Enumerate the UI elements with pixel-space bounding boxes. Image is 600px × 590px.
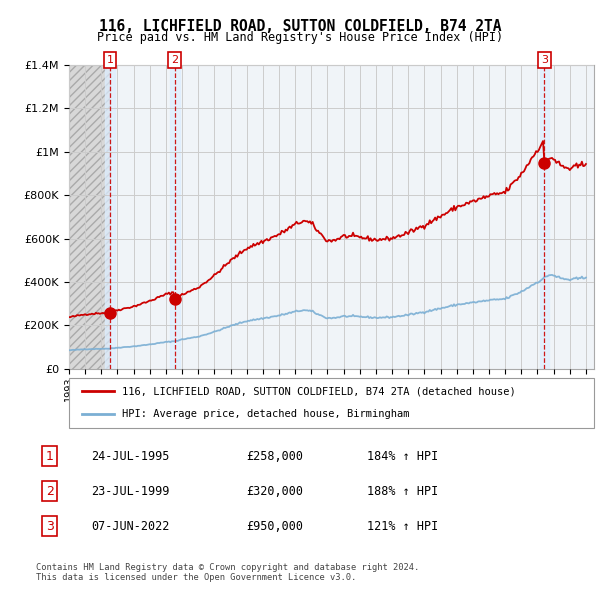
Text: £320,000: £320,000 (246, 484, 303, 498)
Text: 116, LICHFIELD ROAD, SUTTON COLDFIELD, B74 2TA (detached house): 116, LICHFIELD ROAD, SUTTON COLDFIELD, B… (121, 386, 515, 396)
Text: This data is licensed under the Open Government Licence v3.0.: This data is licensed under the Open Gov… (36, 572, 356, 582)
Text: 2: 2 (46, 484, 54, 498)
Bar (106, 65, 115, 369)
Text: Price paid vs. HM Land Registry's House Price Index (HPI): Price paid vs. HM Land Registry's House … (97, 31, 503, 44)
Text: HPI: Average price, detached house, Birmingham: HPI: Average price, detached house, Birm… (121, 409, 409, 419)
Text: 1: 1 (107, 55, 113, 65)
Text: 2: 2 (171, 55, 178, 65)
Bar (170, 65, 179, 369)
Bar (69, 65, 110, 369)
Text: 1: 1 (46, 450, 54, 463)
Text: 07-JUN-2022: 07-JUN-2022 (91, 520, 170, 533)
Text: 23-JUL-1999: 23-JUL-1999 (91, 484, 170, 498)
Text: 184% ↑ HPI: 184% ↑ HPI (367, 450, 439, 463)
Text: 116, LICHFIELD ROAD, SUTTON COLDFIELD, B74 2TA: 116, LICHFIELD ROAD, SUTTON COLDFIELD, B… (99, 19, 501, 34)
Text: 3: 3 (46, 520, 54, 533)
Text: £258,000: £258,000 (246, 450, 303, 463)
Bar (539, 65, 549, 369)
Text: 188% ↑ HPI: 188% ↑ HPI (367, 484, 439, 498)
Text: 24-JUL-1995: 24-JUL-1995 (91, 450, 170, 463)
Text: Contains HM Land Registry data © Crown copyright and database right 2024.: Contains HM Land Registry data © Crown c… (36, 563, 419, 572)
Text: 121% ↑ HPI: 121% ↑ HPI (367, 520, 439, 533)
Text: £950,000: £950,000 (246, 520, 303, 533)
Text: 3: 3 (541, 55, 548, 65)
